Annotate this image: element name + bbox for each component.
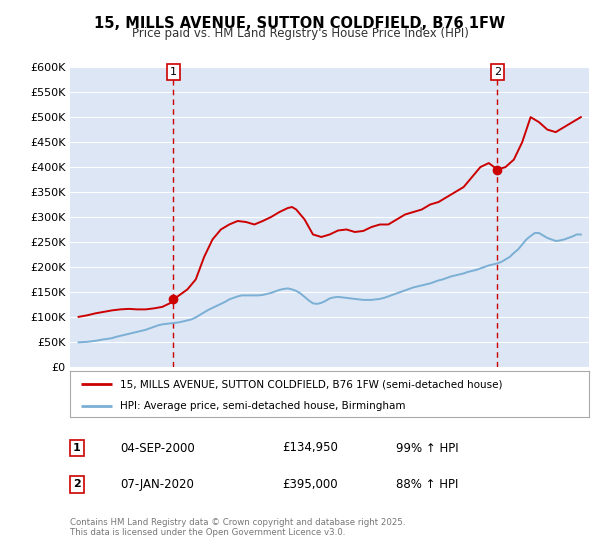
Text: £134,950: £134,950 bbox=[282, 441, 338, 455]
Text: Contains HM Land Registry data © Crown copyright and database right 2025.
This d: Contains HM Land Registry data © Crown c… bbox=[70, 518, 406, 538]
Text: 07-JAN-2020: 07-JAN-2020 bbox=[120, 478, 194, 491]
Text: 04-SEP-2000: 04-SEP-2000 bbox=[120, 441, 195, 455]
Text: 2: 2 bbox=[73, 479, 80, 489]
Text: HPI: Average price, semi-detached house, Birmingham: HPI: Average price, semi-detached house,… bbox=[119, 401, 405, 410]
Text: 2: 2 bbox=[494, 67, 501, 77]
Text: £395,000: £395,000 bbox=[282, 478, 338, 491]
Text: Price paid vs. HM Land Registry's House Price Index (HPI): Price paid vs. HM Land Registry's House … bbox=[131, 27, 469, 40]
Text: 15, MILLS AVENUE, SUTTON COLDFIELD, B76 1FW (semi-detached house): 15, MILLS AVENUE, SUTTON COLDFIELD, B76 … bbox=[119, 379, 502, 389]
Text: 99% ↑ HPI: 99% ↑ HPI bbox=[396, 441, 458, 455]
Text: 15, MILLS AVENUE, SUTTON COLDFIELD, B76 1FW: 15, MILLS AVENUE, SUTTON COLDFIELD, B76 … bbox=[94, 16, 506, 31]
Text: 1: 1 bbox=[170, 67, 177, 77]
Text: 1: 1 bbox=[73, 443, 80, 453]
Text: 88% ↑ HPI: 88% ↑ HPI bbox=[396, 478, 458, 491]
